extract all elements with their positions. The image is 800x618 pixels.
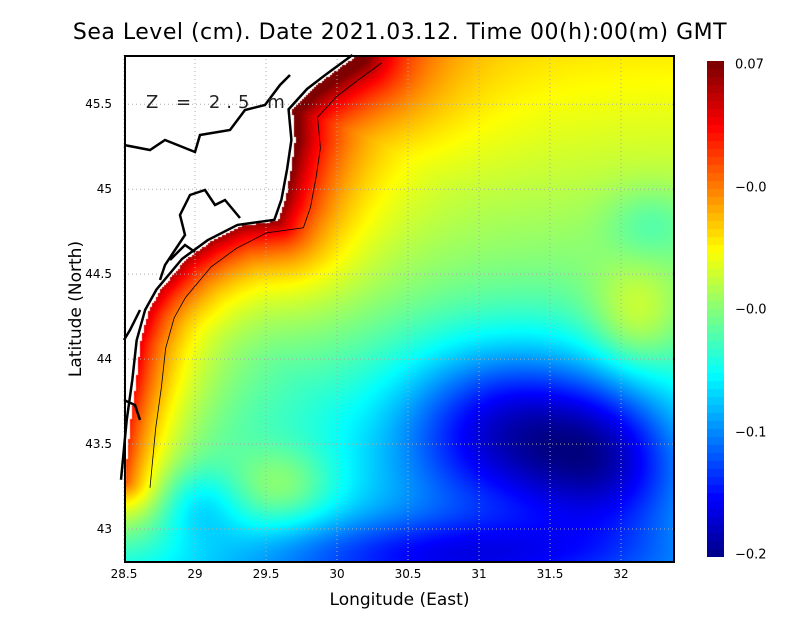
x-tick-label: 30 [329, 567, 345, 581]
contour-line [149, 62, 382, 488]
sea-level-heatmap [124, 55, 675, 563]
figure-title: Sea Level (cm). Date 2021.03.12. Time 00… [72, 20, 728, 45]
x-tick-label: 31.5 [536, 567, 564, 581]
colorbar-tick-label: −0.0 [735, 180, 767, 195]
x-tick-label: 32 [613, 567, 629, 581]
colorbar-tick-label: −0.1 [735, 425, 767, 440]
x-tick-label: 28.5 [110, 567, 138, 581]
lagoon-outlines [122, 188, 241, 421]
x-tick-label: 29.5 [252, 567, 280, 581]
plot-frame [124, 55, 675, 563]
y-axis-label: Latitude (North) [66, 240, 86, 378]
y-tick-label: 43 [96, 522, 112, 537]
y-tick-label: 44.5 [85, 267, 112, 282]
x-tick-label: 30.5 [394, 567, 422, 581]
colorbar-tick-label: −0.0 [735, 302, 767, 318]
y-tick-label: 44 [96, 352, 112, 367]
colorbar-tick-label: 0.07 [735, 57, 764, 73]
x-axis-label: Longitude (East) [329, 590, 470, 610]
x-tick-label: 31 [471, 567, 487, 581]
depth-label: Z = 2.5 m [146, 92, 291, 113]
y-tick-label: 45.5 [85, 97, 112, 112]
coastline [119, 53, 354, 480]
coastline-inland [123, 74, 291, 154]
y-tick-label: 45 [96, 182, 112, 197]
y-tick-label: 43.5 [85, 437, 112, 452]
colorbar-tick-label: −0.2 [735, 547, 767, 563]
x-tick-label: 29 [187, 567, 203, 581]
colorbar [707, 61, 724, 557]
